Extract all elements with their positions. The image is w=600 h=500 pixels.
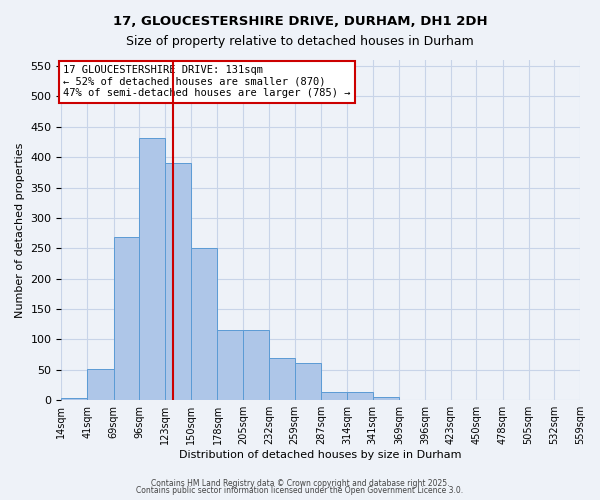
Bar [321,392,347,400]
Bar [139,138,165,400]
Y-axis label: Number of detached properties: Number of detached properties [15,142,25,318]
Text: Size of property relative to detached houses in Durham: Size of property relative to detached ho… [126,35,474,48]
Bar [295,363,321,400]
Bar [217,330,243,400]
Bar [191,248,217,400]
Text: Contains HM Land Registry data © Crown copyright and database right 2025.: Contains HM Land Registry data © Crown c… [151,478,449,488]
Bar [269,358,295,400]
Text: 17 GLOUCESTERSHIRE DRIVE: 131sqm
← 52% of detached houses are smaller (870)
47% : 17 GLOUCESTERSHIRE DRIVE: 131sqm ← 52% o… [64,66,351,98]
Text: 17, GLOUCESTERSHIRE DRIVE, DURHAM, DH1 2DH: 17, GLOUCESTERSHIRE DRIVE, DURHAM, DH1 2… [113,15,487,28]
Text: Contains public sector information licensed under the Open Government Licence 3.: Contains public sector information licen… [136,486,464,495]
Bar [61,398,87,400]
X-axis label: Distribution of detached houses by size in Durham: Distribution of detached houses by size … [179,450,462,460]
Bar [347,392,373,400]
Bar [114,238,139,400]
Bar [87,369,114,400]
Bar [243,330,269,400]
Bar [165,164,191,400]
Bar [373,397,399,400]
